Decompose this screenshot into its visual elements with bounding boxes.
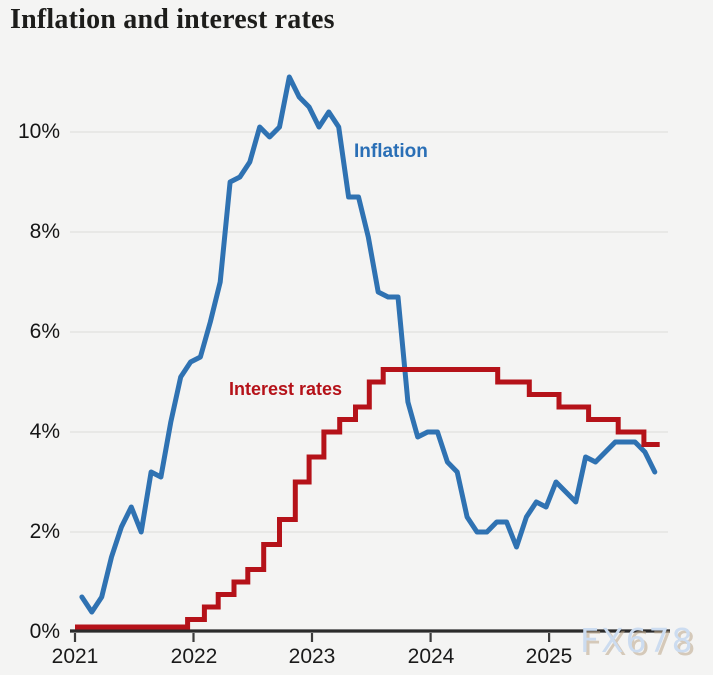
x-axis-tick-2025: 2025 bbox=[525, 645, 573, 668]
y-axis-tick-2: 2% bbox=[29, 520, 60, 543]
y-axis-tick-4: 4% bbox=[29, 420, 60, 443]
x-axis-tick-2022: 2022 bbox=[170, 645, 218, 668]
chart-title: Inflation and interest rates bbox=[10, 4, 335, 35]
x-axis-tick-2021: 2021 bbox=[51, 645, 99, 668]
x-axis-tick-2023: 2023 bbox=[288, 645, 336, 668]
y-axis-tick-6: 6% bbox=[29, 320, 60, 343]
x-axis-tick-2024: 2024 bbox=[407, 645, 455, 668]
interest-rates-line bbox=[75, 367, 660, 630]
inflation-line bbox=[79, 74, 658, 615]
series-label-inflation: Inflation bbox=[354, 141, 428, 162]
y-axis-tick-8: 8% bbox=[29, 220, 60, 243]
y-axis-tick-0: 0% bbox=[29, 620, 60, 643]
y-axis-tick-10: 10% bbox=[17, 120, 60, 143]
watermark-fx678: FX678 bbox=[580, 621, 695, 660]
series-label-interest-rates: Interest rates bbox=[229, 379, 343, 399]
